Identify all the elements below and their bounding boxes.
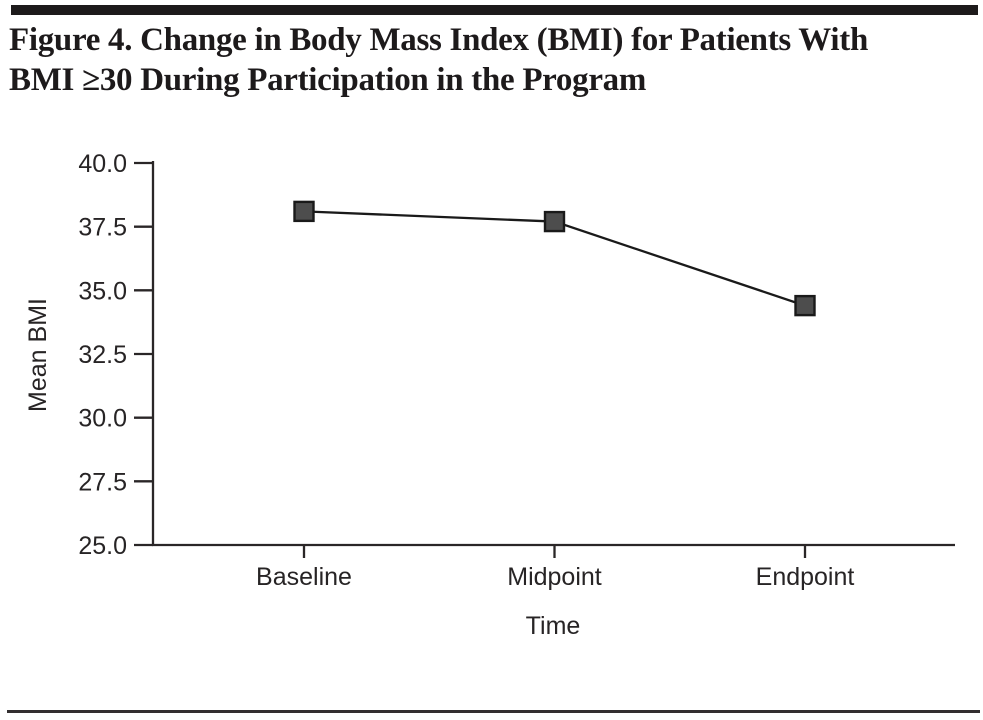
- figure-title-line-2: BMI ≥30 During Participation in the Prog…: [9, 62, 647, 98]
- figure-title-line-1: Figure 4. Change in Body Mass Index (BMI…: [9, 22, 869, 58]
- x-axis-title: Time: [526, 612, 581, 640]
- x-axis-tick-label-endpoint: Endpoint: [756, 563, 855, 591]
- data-point-marker-midpoint: [543, 210, 566, 233]
- y-axis-tick-label: 40.0: [78, 150, 127, 178]
- bottom-rule-divider: [7, 710, 980, 713]
- data-point-marker-endpoint: [794, 294, 816, 317]
- data-point-marker-baseline: [293, 200, 315, 223]
- y-axis-title: Mean BMI: [24, 298, 52, 412]
- y-axis-tick-label: 35.0: [78, 277, 127, 305]
- top-rule-divider: [11, 5, 978, 15]
- x-axis-tick-label-baseline: Baseline: [256, 563, 352, 591]
- y-axis-tick-label: 30.0: [78, 405, 127, 433]
- x-axis-tick-label-midpoint: Midpoint: [507, 563, 602, 591]
- y-axis-tick-label: 25.0: [78, 532, 127, 560]
- y-axis-tick-label: 37.5: [78, 214, 127, 242]
- y-axis-tick-label: 32.5: [78, 341, 127, 369]
- y-axis-tick-label: 27.5: [78, 468, 127, 496]
- figure-title: Figure 4. Change in Body Mass Index (BMI…: [9, 20, 974, 100]
